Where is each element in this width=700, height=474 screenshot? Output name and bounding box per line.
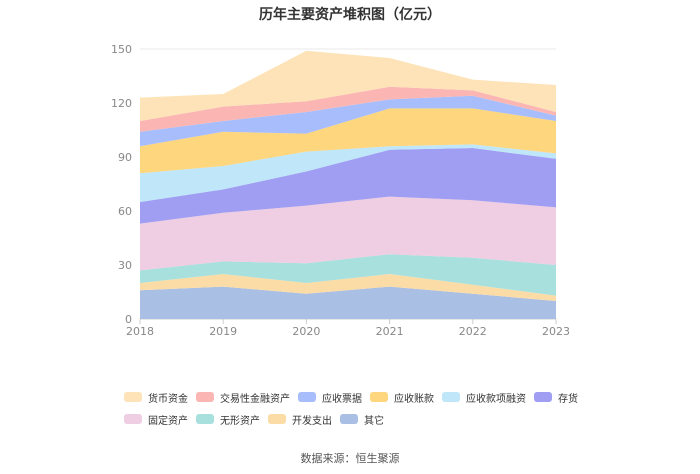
legend-item[interactable]: 其它	[340, 412, 384, 427]
axes: 0 30 60 90 120 150 2018 2019 2020 2021 2022 2023	[111, 43, 570, 338]
legend-label: 开发支出	[292, 415, 332, 427]
legend-swatch	[268, 414, 286, 424]
x-tick-label: 2019	[209, 325, 237, 338]
legend-item[interactable]: 交易性金融资产	[196, 390, 290, 405]
chart-legend: 货币资金 交易性金融资产 应收票据 应收账款 应收款项融资 存货固定资产 无形资产 开发支出 其…	[124, 388, 624, 432]
x-tick-label: 2018	[126, 325, 154, 338]
legend-swatch	[196, 392, 214, 402]
y-tick-label: 90	[118, 151, 132, 164]
area-series-应收票据[interactable]	[140, 95, 556, 147]
legend-label: 其它	[364, 415, 384, 427]
y-tick-label: 0	[125, 313, 132, 326]
y-tick-label: 60	[118, 205, 132, 218]
y-tick-label: 150	[111, 43, 132, 56]
legend-label: 交易性金融资产	[220, 393, 290, 405]
legend-label: 无形资产	[220, 415, 260, 427]
area-series-无形资产[interactable]	[140, 254, 556, 296]
legend-label: 应收款项融资	[466, 393, 526, 405]
area-series-应收款项融资[interactable]	[140, 144, 556, 202]
chart-title: 历年主要资产堆积图（亿元）	[259, 7, 441, 23]
legend-row: 固定资产 无形资产 开发支出 其它	[124, 410, 624, 428]
legend-item[interactable]: 开发支出	[268, 412, 332, 427]
data-source: 数据来源：恒生聚源	[300, 452, 400, 465]
legend-label: 固定资产	[148, 415, 188, 427]
x-tick-label: 2022	[459, 325, 487, 338]
legend-item[interactable]: 应收票据	[298, 390, 362, 405]
area-series-其它[interactable]	[140, 286, 556, 319]
legend-item[interactable]: 货币资金	[124, 390, 188, 405]
legend-label: 存货	[558, 393, 578, 405]
legend-swatch	[442, 392, 460, 402]
area-series-存货[interactable]	[140, 148, 556, 224]
legend-swatch	[124, 414, 142, 424]
x-tick-label: 2020	[292, 325, 320, 338]
legend-swatch	[534, 392, 552, 402]
area-series-应收账款[interactable]	[140, 108, 556, 174]
legend-label: 应收账款	[394, 393, 434, 405]
x-tick-label: 2023	[542, 325, 570, 338]
legend-item[interactable]: 存货	[534, 390, 578, 405]
y-tick-label: 30	[118, 259, 132, 272]
area-series	[140, 50, 556, 319]
area-series-交易性金融资产[interactable]	[140, 86, 556, 132]
legend-item[interactable]: 应收款项融资	[442, 390, 526, 405]
legend-label: 货币资金	[148, 393, 188, 405]
legend-row: 货币资金 交易性金融资产 应收票据 应收账款 应收款项融资 存货	[124, 388, 624, 406]
legend-item[interactable]: 固定资产	[124, 412, 188, 427]
legend-label: 应收票据	[322, 393, 362, 405]
legend-swatch	[298, 392, 316, 402]
legend-item[interactable]: 无形资产	[196, 412, 260, 427]
legend-item[interactable]: 应收账款	[370, 390, 434, 405]
legend-swatch	[124, 392, 142, 402]
legend-swatch	[370, 392, 388, 402]
area-series-货币资金[interactable]	[140, 50, 556, 121]
legend-swatch	[340, 414, 358, 424]
x-tick-label: 2021	[376, 325, 404, 338]
y-tick-label: 120	[111, 97, 132, 110]
area-series-固定资产[interactable]	[140, 196, 556, 271]
area-series-开发支出[interactable]	[140, 274, 556, 301]
legend-swatch	[196, 414, 214, 424]
